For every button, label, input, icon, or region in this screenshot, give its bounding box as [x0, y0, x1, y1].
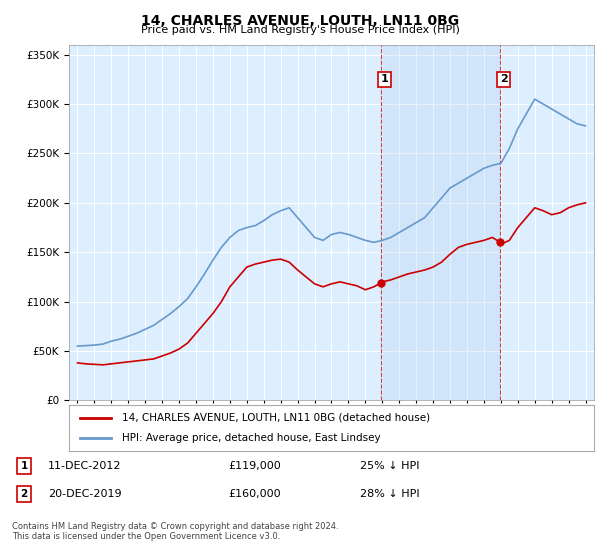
Text: 20-DEC-2019: 20-DEC-2019 [48, 489, 122, 499]
Text: Price paid vs. HM Land Registry's House Price Index (HPI): Price paid vs. HM Land Registry's House … [140, 25, 460, 35]
Text: 1: 1 [20, 461, 28, 471]
Text: 11-DEC-2012: 11-DEC-2012 [48, 461, 121, 471]
Text: £119,000: £119,000 [228, 461, 281, 471]
Text: 28% ↓ HPI: 28% ↓ HPI [360, 489, 419, 499]
Text: Contains HM Land Registry data © Crown copyright and database right 2024.
This d: Contains HM Land Registry data © Crown c… [12, 522, 338, 542]
Text: £160,000: £160,000 [228, 489, 281, 499]
Text: HPI: Average price, detached house, East Lindsey: HPI: Average price, detached house, East… [121, 433, 380, 443]
Text: 1: 1 [380, 74, 388, 85]
Bar [381, 45, 500, 400]
Text: 14, CHARLES AVENUE, LOUTH, LN11 0BG: 14, CHARLES AVENUE, LOUTH, LN11 0BG [141, 14, 459, 28]
Text: 2: 2 [500, 74, 508, 85]
Text: 2: 2 [20, 489, 28, 499]
Text: 14, CHARLES AVENUE, LOUTH, LN11 0BG (detached house): 14, CHARLES AVENUE, LOUTH, LN11 0BG (det… [121, 413, 430, 423]
Text: 25% ↓ HPI: 25% ↓ HPI [360, 461, 419, 471]
